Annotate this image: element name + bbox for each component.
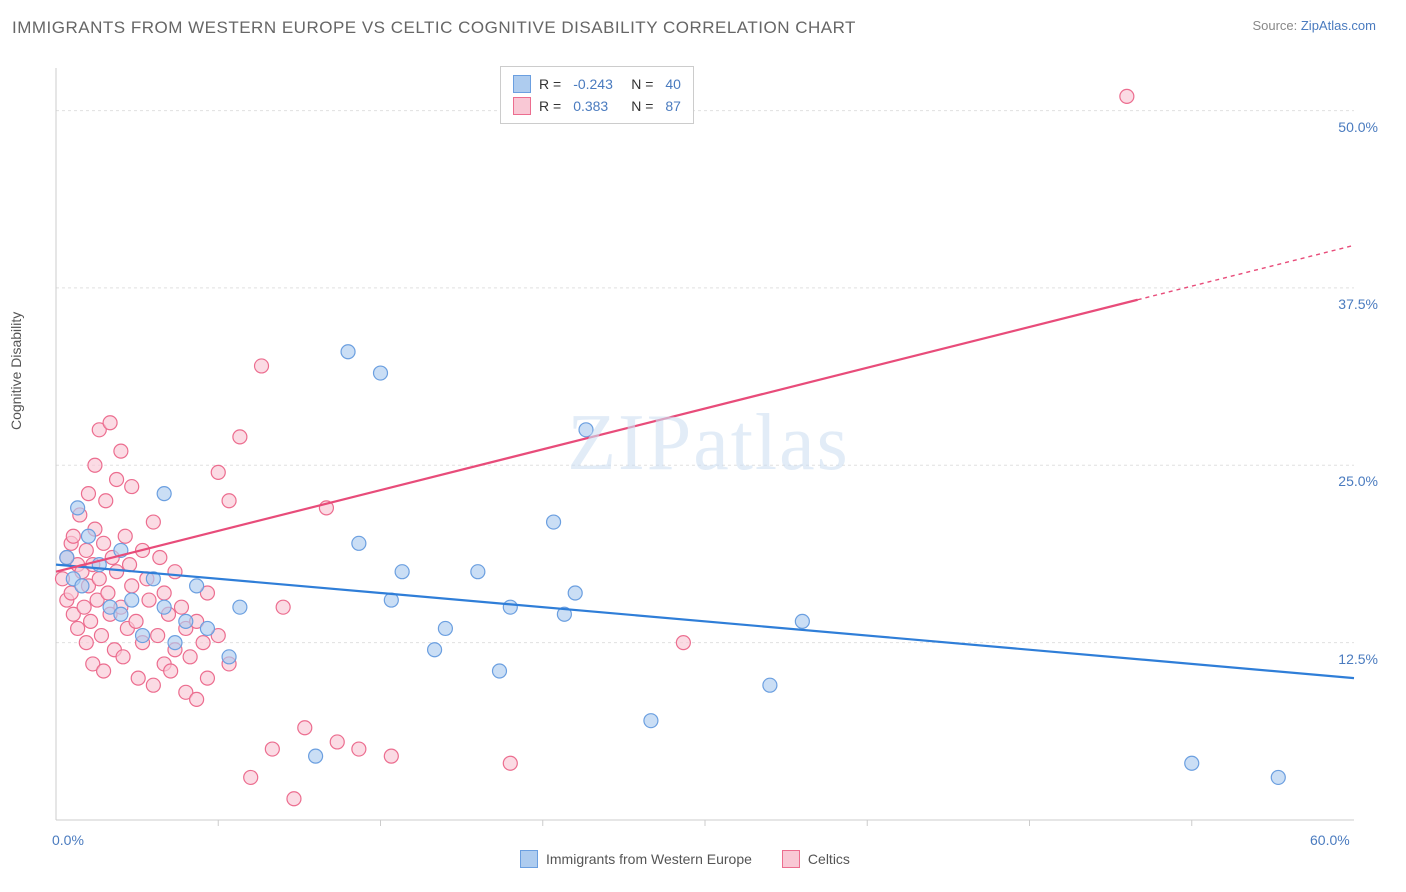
legend-bottom: Immigrants from Western Europe Celtics: [520, 850, 850, 868]
y-tick-label: 37.5%: [1338, 296, 1378, 312]
y-axis-label: Cognitive Disability: [8, 312, 24, 430]
chart-svg: [48, 60, 1378, 830]
legend-swatch: [782, 850, 800, 868]
r-value: -0.243: [573, 76, 623, 92]
source-link[interactable]: ZipAtlas.com: [1301, 18, 1376, 33]
r-value: 0.383: [573, 98, 623, 114]
source-attribution: Source: ZipAtlas.com: [1252, 18, 1376, 33]
y-tick-label: 25.0%: [1338, 473, 1378, 489]
y-tick-label: 12.5%: [1338, 651, 1378, 667]
r-label: R =: [539, 76, 561, 92]
chart-title: IMMIGRANTS FROM WESTERN EUROPE VS CELTIC…: [12, 18, 856, 38]
n-label: N =: [631, 76, 653, 92]
n-value: 87: [665, 98, 681, 114]
source-prefix: Source:: [1252, 18, 1300, 33]
legend-swatch: [513, 97, 531, 115]
n-value: 40: [665, 76, 681, 92]
legend-item: Celtics: [782, 850, 850, 868]
n-label: N =: [631, 98, 653, 114]
legend-top: R = -0.243 N = 40 R = 0.383 N = 87: [500, 66, 694, 124]
legend-item: Immigrants from Western Europe: [520, 850, 752, 868]
legend-label: Immigrants from Western Europe: [546, 851, 752, 867]
plot-area: ZIPatlas 12.5%25.0%37.5%50.0%0.0%60.0%: [48, 60, 1378, 830]
x-tick-label: 60.0%: [1310, 832, 1350, 848]
y-tick-label: 50.0%: [1338, 119, 1378, 135]
x-tick-label: 0.0%: [52, 832, 84, 848]
legend-swatch: [520, 850, 538, 868]
legend-swatch: [513, 75, 531, 93]
legend-label: Celtics: [808, 851, 850, 867]
legend-stat-row: R = 0.383 N = 87: [513, 95, 681, 117]
r-label: R =: [539, 98, 561, 114]
legend-stat-row: R = -0.243 N = 40: [513, 73, 681, 95]
